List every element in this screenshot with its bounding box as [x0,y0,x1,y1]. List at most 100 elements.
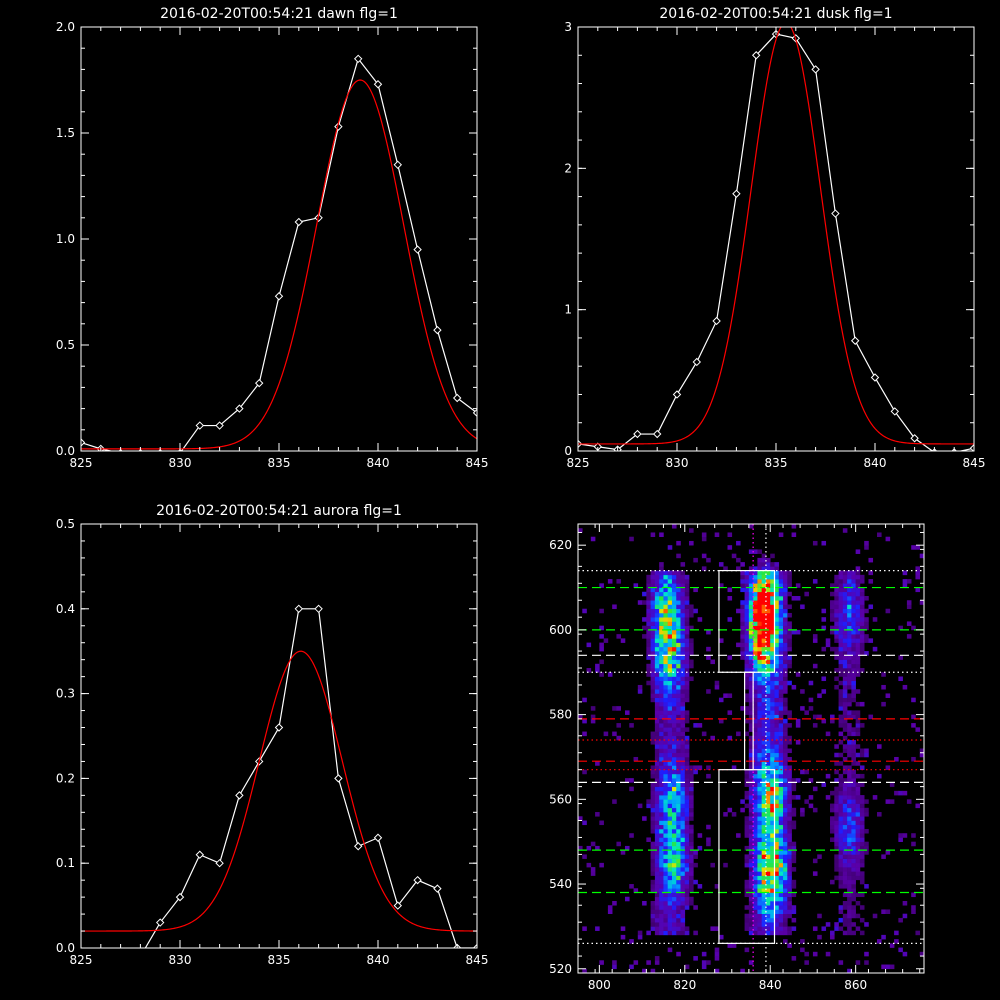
heatmap-cell [838,642,844,648]
heatmap-cell [637,803,643,809]
heatmap-cell [855,587,861,593]
heatmap-cell [783,617,788,622]
heatmap-cell [757,642,762,648]
heatmap-cell [783,651,788,656]
heatmap-cell [671,629,677,635]
heatmap-cell [783,756,788,762]
heatmap-cell [855,663,861,669]
heatmap-cell [659,778,664,783]
heatmap-cell [778,680,784,686]
heatmap-cell [671,765,677,770]
heatmap-cell [650,773,656,779]
heatmap-cell [774,930,780,936]
heatmap-cell [838,879,844,885]
heatmap-cell [842,672,848,677]
heatmap-cell [667,714,673,720]
heatmap-cell [667,570,673,576]
heatmap-cell [757,769,762,775]
heatmap-cell [765,706,771,711]
heatmap-cell [902,833,908,838]
heatmap-cell [770,574,775,580]
heatmap-cell [680,591,686,597]
heatmap-cell [654,668,660,673]
heatmap-cell [659,672,664,677]
heatmap-cell [851,676,856,682]
heatmap-cell [744,862,750,868]
heatmap-cell [663,701,668,707]
heatmap-cell [855,718,861,724]
heatmap-cell [765,562,771,567]
heatmap-cell [667,629,673,635]
heatmap-cell [851,663,856,669]
heatmap-cell [676,553,681,559]
heatmap-cell [684,807,690,813]
heatmap-cell [791,892,797,898]
y-tick-label: 1.0 [56,232,75,246]
heatmap-cell [770,684,775,690]
heatmap-cell [783,680,788,686]
heatmap-cell [847,833,852,838]
heatmap-cell [864,540,869,546]
heatmap-cell [847,621,852,626]
heatmap-cell [787,812,792,817]
heatmap-cell [765,773,771,779]
heatmap-cell [680,900,686,906]
heatmap-cell [590,867,596,872]
heatmap-cell [851,820,856,826]
heatmap-cell [838,786,844,792]
heatmap-cell [748,884,754,889]
heatmap-cell [859,820,865,826]
heatmap-cell [676,909,681,914]
heatmap-cell [855,913,861,919]
heatmap-cell [855,812,861,817]
heatmap-cell [676,765,681,770]
heatmap-cell [765,752,771,758]
heatmap-cell [847,884,852,889]
heatmap-cell [868,579,874,584]
heatmap-cell [654,701,660,707]
heatmap-cell [757,756,762,762]
heatmap-cell [646,600,651,605]
heatmap-cell [753,642,758,648]
heatmap-cell [689,782,694,787]
heatmap-cell [838,608,844,614]
heatmap-cell [795,718,801,724]
heatmap-cell [671,875,677,881]
heatmap-cell [838,795,844,800]
heatmap-cell [710,659,715,665]
heatmap-cell [838,773,844,779]
heatmap-cell [778,646,784,652]
heatmap-cell [894,930,899,936]
heatmap-cell [783,604,788,610]
heatmap-cell [778,892,784,898]
heatmap-cell [770,875,775,881]
heatmap-cell [757,727,762,732]
heatmap-cell [778,591,784,597]
heatmap-cell [783,854,788,859]
heatmap-cell [667,579,673,584]
heatmap-cell [778,867,784,872]
heatmap-cell [761,596,767,601]
heatmap-cell [791,850,797,855]
heatmap-cell [753,871,758,876]
heatmap-cell [753,727,758,732]
heatmap-cell [676,672,681,677]
heatmap-cell [877,939,882,944]
heatmap-cell [676,773,681,779]
heatmap-cell [753,778,758,783]
heatmap-cell [830,612,835,618]
y-tick-label: 0.3 [56,687,75,701]
heatmap-cell [748,663,754,669]
heatmap-cell [859,701,865,707]
data-point-marker [254,378,264,388]
heatmap-cell [765,646,771,652]
heatmap-cell [629,964,634,970]
heatmap-cell [744,693,750,698]
heatmap-cell [727,532,733,538]
heatmap-cell [671,583,677,588]
heatmap-cell [748,655,754,660]
heatmap-cell [851,625,856,631]
heatmap-cell [851,795,856,800]
heatmap-cell [842,782,848,787]
heatmap-cell [864,828,869,834]
